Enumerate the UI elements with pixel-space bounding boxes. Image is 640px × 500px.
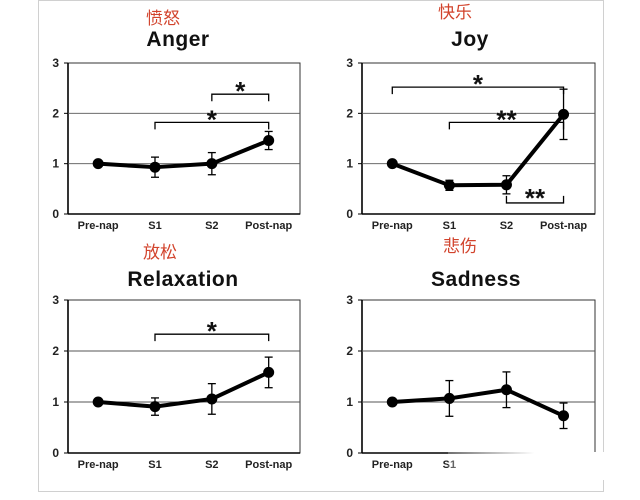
y-tick-label: 1 <box>52 395 59 409</box>
data-point <box>263 135 275 147</box>
chart-title: Sadness <box>431 268 521 291</box>
significance-bracket <box>505 195 565 204</box>
y-tick-label: 2 <box>346 106 353 120</box>
significance-label: * <box>207 316 218 346</box>
data-point <box>206 393 218 405</box>
y-tick-label: 3 <box>52 56 59 70</box>
y-tick-label: 0 <box>346 446 353 460</box>
y-tick-label: 0 <box>346 207 353 221</box>
x-tick-label: Pre-nap <box>372 220 413 232</box>
significance-label: * <box>207 104 218 134</box>
x-tick-label: Post-nap <box>245 459 292 471</box>
x-tick-label: S1 <box>148 220 161 232</box>
y-tick-label: 1 <box>346 157 353 171</box>
x-tick-label: S1 <box>443 220 456 232</box>
y-tick-label: 0 <box>52 207 59 221</box>
series-line <box>98 138 270 170</box>
y-tick-label: 0 <box>52 446 59 460</box>
data-point <box>149 401 161 413</box>
x-tick-label: Post-nap <box>245 220 292 232</box>
data-point <box>443 392 455 404</box>
x-tick-label: S2 <box>205 220 218 232</box>
chart-title: Anger <box>146 28 209 51</box>
x-tick-label: S1 <box>148 459 161 471</box>
significance-bracket <box>448 121 565 130</box>
series-line <box>391 113 566 188</box>
significance-bracket <box>391 86 565 95</box>
plot-area <box>361 299 596 454</box>
chart-title-cn: 愤怒 <box>146 9 180 28</box>
x-tick-label: Pre-nap <box>372 459 413 471</box>
data-point <box>558 410 570 422</box>
chart-title-cn: 快乐 <box>438 3 472 22</box>
series-line <box>97 370 270 409</box>
data-point <box>263 366 275 378</box>
data-point <box>500 179 512 191</box>
watermark-overlay <box>448 452 640 480</box>
significance-label: * <box>473 69 484 99</box>
chart-title: Relaxation <box>127 268 238 291</box>
data-point <box>149 161 161 173</box>
figure-frame <box>38 0 604 492</box>
y-tick-label: 2 <box>52 106 59 120</box>
significance-label: * <box>235 76 246 106</box>
data-point <box>206 158 218 170</box>
data-point <box>500 384 512 396</box>
chart-title-cn: 悲伤 <box>443 237 477 256</box>
x-tick-label: Post-nap <box>540 220 587 232</box>
y-tick-label: 2 <box>346 344 353 358</box>
y-tick-label: 1 <box>346 395 353 409</box>
y-tick-label: 3 <box>52 293 59 307</box>
y-tick-label: 1 <box>52 157 59 171</box>
data-point <box>92 158 104 170</box>
chart-relaxation: 放松 Relaxation 0 1 2 3 Pre-nap S1 S2 Post-nap * <box>52 243 301 471</box>
significance-bracket <box>154 333 270 342</box>
data-point <box>92 396 104 408</box>
x-tick-label: S2 <box>205 459 218 471</box>
data-point <box>386 396 398 408</box>
series-line <box>392 387 565 418</box>
data-point <box>443 179 455 191</box>
y-tick-label: 3 <box>346 56 353 70</box>
significance-label: ** <box>525 183 546 213</box>
x-tick-label: Pre-nap <box>78 459 119 471</box>
x-tick-label: S2 <box>500 220 513 232</box>
chart-title-cn: 放松 <box>143 243 177 262</box>
significance-bracket <box>154 121 270 130</box>
y-tick-label: 2 <box>52 344 59 358</box>
significance-label: ** <box>496 104 517 134</box>
chart-title: Joy <box>451 28 489 51</box>
data-point <box>386 158 398 170</box>
y-tick-label: 3 <box>346 293 353 307</box>
x-tick-label: Pre-nap <box>78 220 119 232</box>
significance-bracket <box>211 93 270 102</box>
data-point <box>558 108 570 120</box>
